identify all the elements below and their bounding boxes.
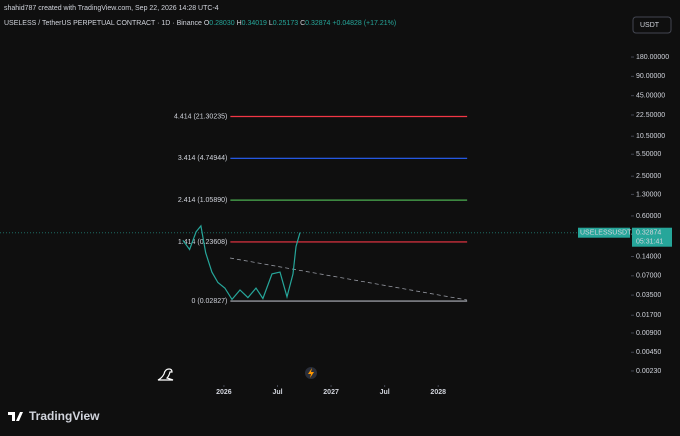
ohlc-value: 0.28030 <box>209 20 234 27</box>
y-tick-label: 90.00000 <box>636 73 665 80</box>
currency[interactable]: USDT <box>640 22 660 29</box>
ohlc: O0.28030 H0.34019 L0.25173 C0.32874 <box>204 20 333 27</box>
y-tick-label: 0.07000 <box>636 273 661 280</box>
ohlc-key: L <box>269 20 273 27</box>
x-tick-label: Jul <box>272 389 282 396</box>
y-tick-label: 0.01700 <box>636 312 661 319</box>
credit: shahid787 created with TradingView.com, … <box>4 5 219 12</box>
plot: 180.00000 90.00000 45.00000 22.50000 10.5000… <box>0 54 672 396</box>
ohlc-key: H <box>237 20 242 27</box>
x-tick-label: 2027 <box>323 389 339 396</box>
brand-logo: TradingView <box>8 409 100 423</box>
y-tick-label: 180.00000 <box>636 54 669 61</box>
ohlc-value: 0.25173 <box>273 20 298 27</box>
y-tick-label: 0.03500 <box>636 292 661 299</box>
ohlc-value: 0.32874 <box>305 20 330 27</box>
last-price: 0.32874 <box>636 230 661 237</box>
ohlc-key: C <box>300 20 305 27</box>
y-tick-label: 0.00450 <box>636 349 661 356</box>
y-tick-label: 1.30000 <box>636 191 661 198</box>
dino-icon <box>157 368 174 381</box>
price-line <box>182 224 301 301</box>
price-tag <box>632 227 672 247</box>
symbol-tag <box>578 227 630 238</box>
fib-label: 0 (0.02827) <box>192 298 228 305</box>
y-tick-label: 0.14000 <box>636 253 661 260</box>
fib-label: 3.414 (4.74944) <box>178 155 227 162</box>
currency-button[interactable] <box>632 16 672 34</box>
countdown: 05:31:41 <box>636 239 663 246</box>
brand: TradingView <box>29 409 100 423</box>
y-tick-label: 5.50000 <box>636 151 661 158</box>
fib-label: 2.414 (1.05890) <box>178 197 227 204</box>
symbol-header: USELESS / TetherUS PERPETUAL CONTRACT · … <box>4 20 396 27</box>
fib-label: 4.414 (21.30235) <box>174 113 227 120</box>
symbol-name: USELESSUSDT.P <box>580 230 638 237</box>
ohlc-value: 0.34019 <box>242 20 267 27</box>
ohlc-key: O <box>204 20 210 27</box>
trend-line <box>229 257 468 301</box>
change: +0.04828 (+17.21%) <box>332 20 396 27</box>
y-tick-label: 22.50000 <box>636 112 665 119</box>
chart-title: USELESS / TetherUS PERPETUAL CONTRACT · … <box>4 20 202 27</box>
logo-mark <box>8 412 23 421</box>
y-tick-label: 2.50000 <box>636 173 661 180</box>
x-tick-label: Jul <box>380 389 390 396</box>
y-tick-label: 10.50000 <box>636 133 665 140</box>
x-tick-label: 2026 <box>216 389 232 396</box>
x-tick-label: 2028 <box>430 389 446 396</box>
y-tick-label: 0.00900 <box>636 330 661 337</box>
y-tick-label: 0.60000 <box>636 213 661 220</box>
lightning <box>308 368 314 378</box>
fib-label: 1.414 (0.23608) <box>178 239 227 246</box>
y-tick-label: 45.00000 <box>636 93 665 100</box>
y-tick-label: 0.00230 <box>636 368 661 375</box>
